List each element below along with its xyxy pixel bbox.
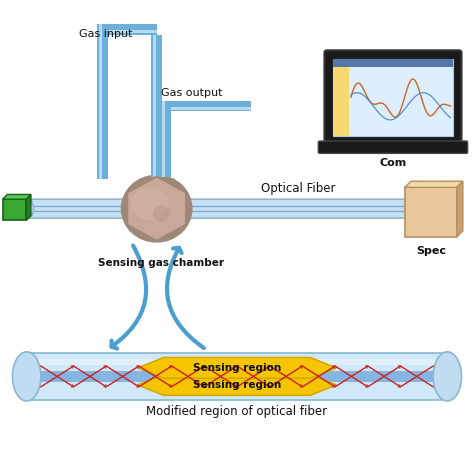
FancyBboxPatch shape bbox=[99, 24, 101, 179]
Text: Gas output: Gas output bbox=[161, 88, 223, 98]
Ellipse shape bbox=[121, 174, 192, 243]
Polygon shape bbox=[138, 357, 336, 378]
FancyBboxPatch shape bbox=[152, 35, 162, 179]
Text: Optical Fiber: Optical Fiber bbox=[261, 182, 336, 195]
FancyBboxPatch shape bbox=[324, 50, 462, 145]
Text: Sensing gas chamber: Sensing gas chamber bbox=[99, 258, 224, 268]
Ellipse shape bbox=[411, 200, 420, 218]
Ellipse shape bbox=[153, 205, 170, 221]
Text: Modified region of optical fiber: Modified region of optical fiber bbox=[146, 405, 328, 418]
FancyBboxPatch shape bbox=[25, 199, 419, 218]
Polygon shape bbox=[138, 374, 336, 395]
Text: Com: Com bbox=[379, 157, 407, 168]
FancyBboxPatch shape bbox=[27, 371, 447, 382]
FancyBboxPatch shape bbox=[161, 101, 171, 176]
Polygon shape bbox=[457, 181, 463, 237]
FancyBboxPatch shape bbox=[108, 30, 156, 33]
FancyBboxPatch shape bbox=[333, 59, 453, 137]
FancyBboxPatch shape bbox=[27, 359, 447, 365]
Text: Spec: Spec bbox=[416, 246, 446, 255]
Ellipse shape bbox=[131, 188, 168, 220]
FancyBboxPatch shape bbox=[2, 199, 26, 220]
FancyBboxPatch shape bbox=[162, 101, 165, 176]
FancyBboxPatch shape bbox=[333, 59, 453, 67]
Text: Sensing region: Sensing region bbox=[193, 380, 281, 390]
FancyBboxPatch shape bbox=[333, 67, 349, 137]
FancyBboxPatch shape bbox=[318, 141, 468, 154]
FancyBboxPatch shape bbox=[27, 353, 447, 400]
Text: Sensing region: Sensing region bbox=[193, 363, 281, 373]
FancyBboxPatch shape bbox=[405, 187, 457, 237]
FancyBboxPatch shape bbox=[171, 101, 251, 111]
Ellipse shape bbox=[433, 352, 462, 401]
FancyBboxPatch shape bbox=[153, 35, 156, 179]
Text: Gas input: Gas input bbox=[79, 29, 132, 39]
Polygon shape bbox=[26, 194, 31, 220]
Ellipse shape bbox=[12, 352, 41, 401]
Polygon shape bbox=[405, 181, 463, 187]
Polygon shape bbox=[127, 176, 186, 241]
Ellipse shape bbox=[25, 200, 33, 218]
FancyBboxPatch shape bbox=[108, 24, 156, 35]
FancyBboxPatch shape bbox=[97, 24, 108, 179]
Polygon shape bbox=[2, 194, 31, 199]
FancyBboxPatch shape bbox=[171, 107, 251, 110]
